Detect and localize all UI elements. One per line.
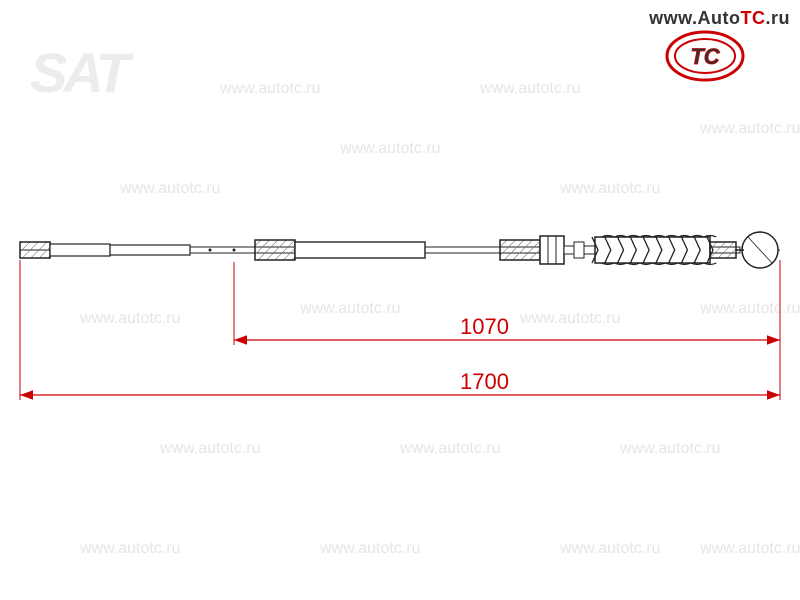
left-sleeve-1 [50,244,110,256]
collar [540,236,564,264]
left-sleeve-2 [110,245,190,255]
technical-drawing [0,0,800,600]
mid-tube [295,242,425,258]
mid-block-1 [255,240,295,260]
dimension-outer-label: 1700 [460,369,509,395]
bellows-boot [595,237,710,263]
dimension-inner-label: 1070 [460,314,509,340]
part-outline [20,232,780,268]
extension-lines [20,260,780,400]
right-end-fitting [710,242,736,258]
left-end-fitting [20,242,50,258]
mid-block-2 [500,240,540,260]
